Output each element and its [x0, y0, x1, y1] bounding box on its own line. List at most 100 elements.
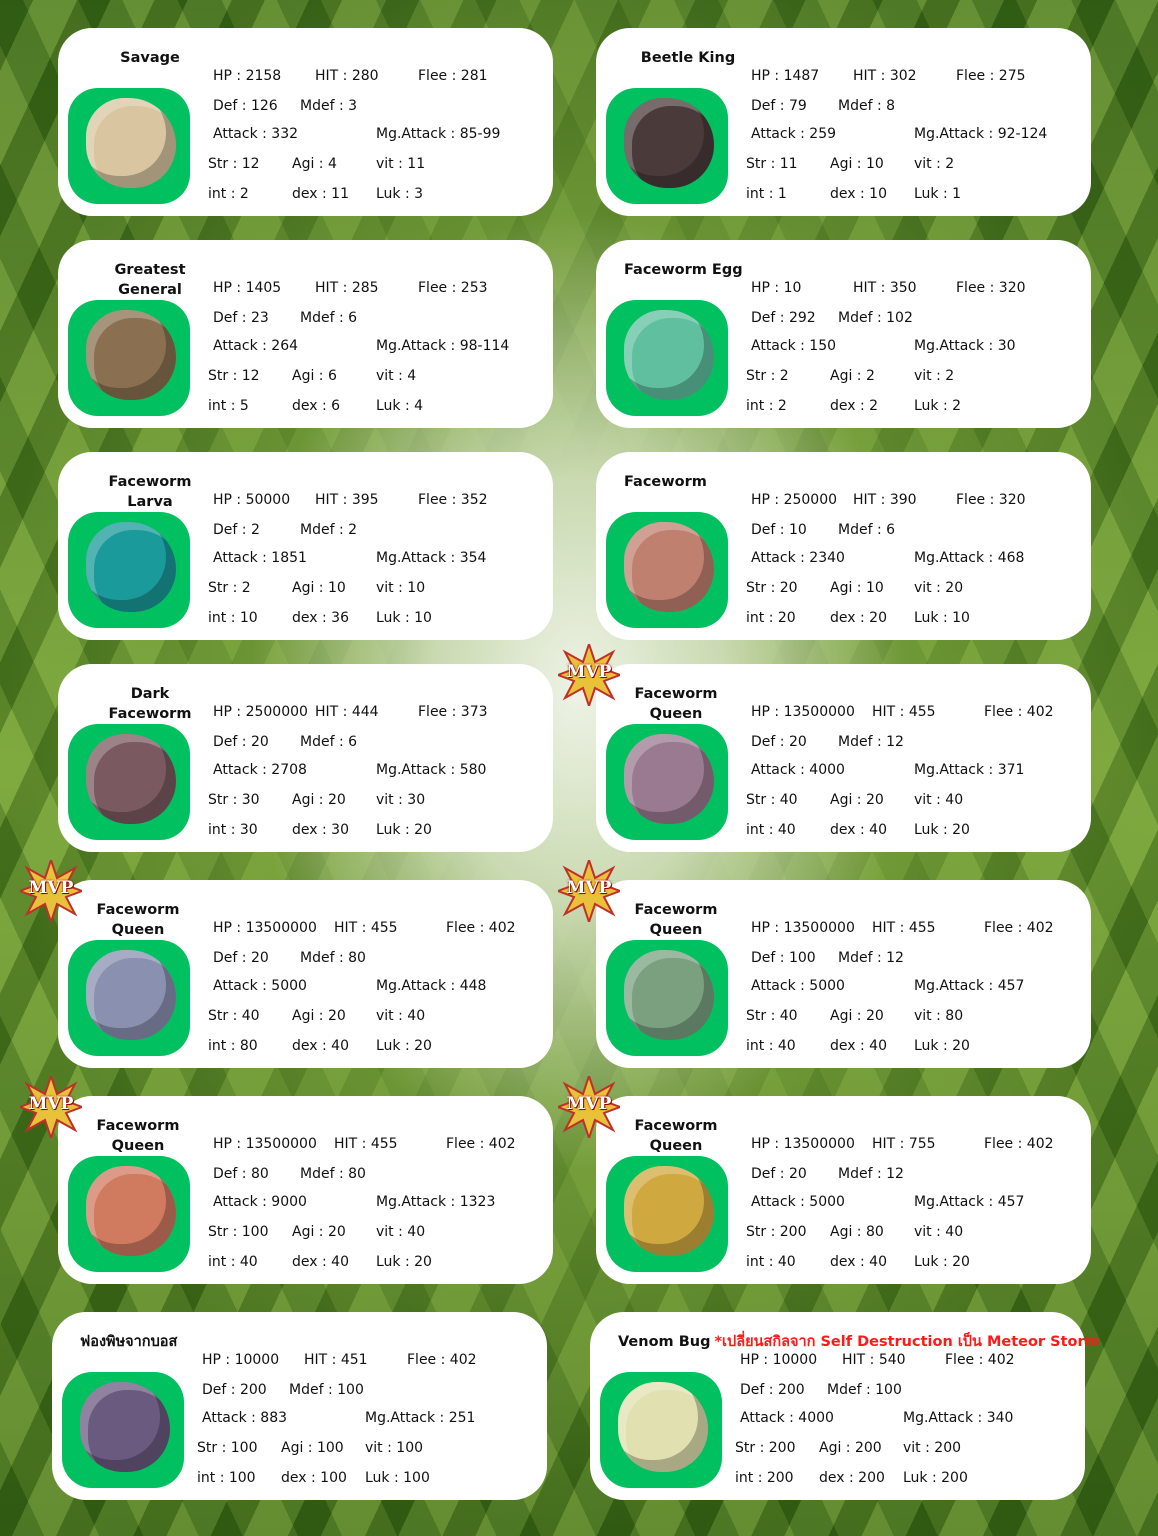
monster-card: Greatest General HP : 1405 HIT : 285 Flee :…	[58, 240, 553, 428]
stat-value: HP : 13500000	[751, 704, 855, 720]
monster-name-text: ฟองพิษจากบอส	[80, 1334, 178, 1350]
stat-value: Def : 10	[751, 522, 807, 538]
stat-value: Mdef : 6	[300, 734, 358, 750]
stat-value: HIT : 455	[872, 920, 936, 936]
stat-value: Attack : 5000	[751, 978, 845, 994]
stat-value: Def : 80	[213, 1166, 269, 1182]
stat-value: int : 200	[735, 1470, 794, 1486]
stat-value: Str : 12	[208, 368, 260, 384]
stat-value: Mg.Attack : 92-124	[914, 126, 1048, 142]
monster-image	[606, 724, 728, 840]
stat-value: dex : 100	[281, 1470, 347, 1486]
stat-value: Str : 20	[746, 580, 798, 596]
stat-value: int : 2	[746, 398, 787, 414]
stat-value: Mg.Attack : 580	[376, 762, 487, 778]
stat-value: Def : 100	[751, 950, 816, 966]
stat-value: Mg.Attack : 457	[914, 978, 1025, 994]
mvp-badge: MVP	[558, 644, 620, 706]
stat-value: vit : 11	[376, 156, 426, 172]
stat-value: dex : 40	[830, 1254, 887, 1270]
stat-value: HIT : 444	[315, 704, 379, 720]
stat-value: HP : 250000	[751, 492, 838, 508]
mvp-badge-icon	[558, 860, 620, 922]
stat-value: HP : 2158	[213, 68, 282, 84]
monster-name: Faceworm	[624, 472, 707, 492]
stat-value: HIT : 285	[315, 280, 379, 296]
stat-value: vit : 40	[376, 1008, 426, 1024]
stat-value: Agi : 20	[830, 792, 884, 808]
stat-value: Mdef : 100	[289, 1382, 364, 1398]
monster-card: Venom Bug *เปลี่ยนสกิลจาก Self Destructio…	[590, 1312, 1100, 1500]
monster-sprite-icon	[86, 1166, 176, 1256]
stat-value: Str : 40	[746, 792, 798, 808]
stat-value: Mg.Attack : 98-114	[376, 338, 510, 354]
stat-value: Agi : 6	[292, 368, 337, 384]
stat-value: Flee : 373	[418, 704, 488, 720]
stat-value: int : 1	[746, 186, 787, 202]
stat-value: Agi : 20	[292, 792, 346, 808]
stat-value: Attack : 332	[213, 126, 299, 142]
stat-value: Mg.Attack : 457	[914, 1194, 1025, 1210]
stat-value: Def : 126	[213, 98, 278, 114]
stat-value: HIT : 451	[304, 1352, 368, 1368]
stat-value: int : 80	[208, 1038, 258, 1054]
stat-value: vit : 10	[376, 580, 426, 596]
stat-value: HP : 13500000	[213, 920, 317, 936]
stat-value: Flee : 402	[446, 920, 516, 936]
mvp-badge: MVP	[20, 1076, 82, 1138]
stat-value: vit : 4	[376, 368, 417, 384]
stat-value: Agi : 100	[281, 1440, 344, 1456]
stat-value: Flee : 275	[956, 68, 1026, 84]
stat-value: Flee : 402	[945, 1352, 1015, 1368]
monster-sprite-icon	[86, 734, 176, 824]
stat-value: HP : 13500000	[751, 1136, 855, 1152]
monster-name-text: Savage	[120, 50, 180, 66]
monster-image	[62, 1372, 184, 1488]
stat-value: Luk : 20	[376, 1038, 432, 1054]
stat-value: Luk : 20	[376, 822, 432, 838]
stat-value: HP : 13500000	[751, 920, 855, 936]
stat-value: Str : 2	[208, 580, 251, 596]
stat-value: dex : 30	[292, 822, 349, 838]
mvp-label: MVP	[566, 1094, 612, 1114]
stat-value: Str : 30	[208, 792, 260, 808]
stat-value: HIT : 390	[853, 492, 917, 508]
stat-value: vit : 2	[914, 156, 955, 172]
stat-value: vit : 200	[903, 1440, 962, 1456]
stat-value: Mdef : 12	[838, 734, 904, 750]
stat-value: vit : 40	[914, 792, 964, 808]
monster-name-text: Faceworm Larva	[108, 474, 192, 510]
stat-value: HP : 10000	[740, 1352, 818, 1368]
stat-value: Flee : 402	[407, 1352, 477, 1368]
stat-value: Agi : 20	[830, 1008, 884, 1024]
stat-value: Mdef : 80	[300, 1166, 366, 1182]
monster-name-text: Greatest General	[114, 262, 186, 298]
stat-value: Agi : 10	[830, 156, 884, 172]
stat-value: int : 40	[746, 1254, 796, 1270]
stat-value: Luk : 20	[914, 1254, 970, 1270]
stat-value: Mg.Attack : 251	[365, 1410, 476, 1426]
monster-image	[68, 88, 190, 204]
stat-value: Flee : 402	[446, 1136, 516, 1152]
stat-value: Mdef : 6	[838, 522, 896, 538]
stat-value: vit : 100	[365, 1440, 424, 1456]
monster-sprite-icon	[624, 734, 714, 824]
stat-value: Flee : 281	[418, 68, 488, 84]
stat-value: HIT : 540	[842, 1352, 906, 1368]
stat-value: Def : 200	[202, 1382, 267, 1398]
stat-value: Mdef : 2	[300, 522, 358, 538]
monster-sprite-icon	[86, 310, 176, 400]
mvp-badge-icon	[20, 860, 82, 922]
stat-value: dex : 20	[830, 610, 887, 626]
stat-value: HIT : 395	[315, 492, 379, 508]
stat-value: Str : 100	[208, 1224, 269, 1240]
mvp-badge: MVP	[20, 860, 82, 922]
monster-name-text: Faceworm Queen	[634, 686, 718, 722]
stat-value: Def : 20	[213, 950, 269, 966]
monster-card: Faceworm Egg HP : 10 HIT : 350 Flee : 320 De…	[596, 240, 1091, 428]
monster-card: Dark Faceworm HP : 2500000 HIT : 444 Flee :…	[58, 664, 553, 852]
monster-name: ฟองพิษจากบอส	[80, 1332, 177, 1352]
monster-image	[606, 300, 728, 416]
stat-value: Luk : 20	[914, 1038, 970, 1054]
monster-sprite-icon	[86, 950, 176, 1040]
